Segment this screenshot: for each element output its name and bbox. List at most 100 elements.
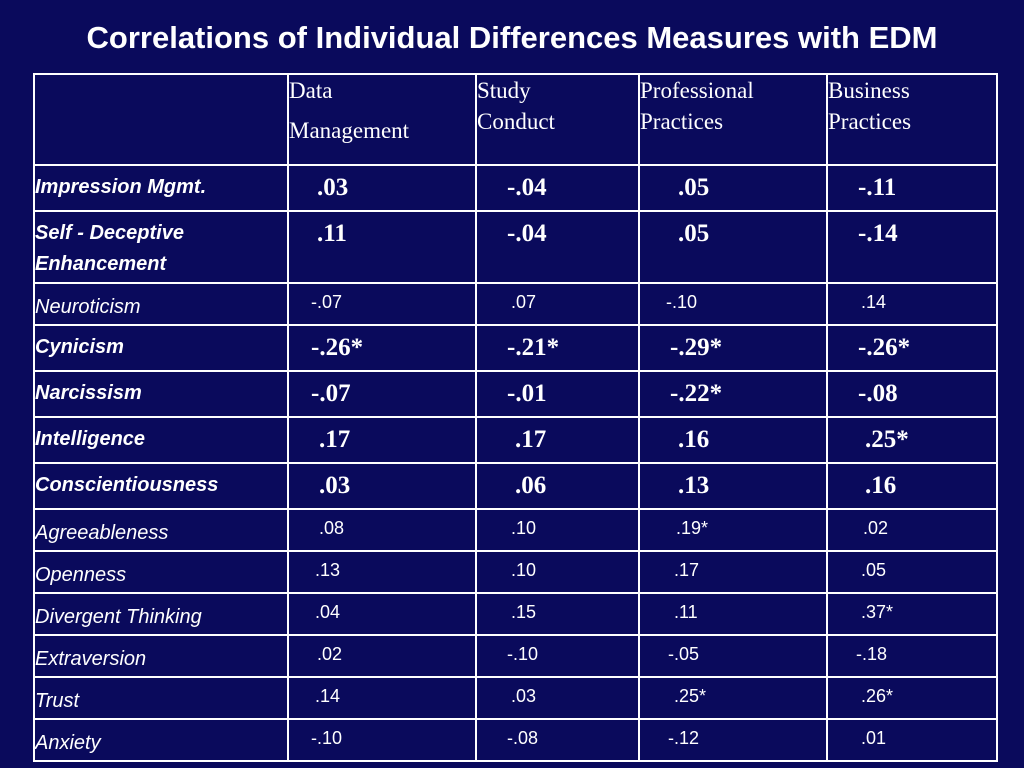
correlation-cell: -.08 — [475, 718, 640, 762]
correlation-cell: -.05 — [638, 634, 828, 678]
correlation-cell: .05 — [638, 210, 828, 284]
correlation-cell: -.22* — [638, 370, 828, 418]
correlation-value: -.18 — [856, 644, 888, 664]
row-label: Self - Deceptive Enhancement — [33, 210, 289, 284]
row-label-line: Self - Deceptive — [35, 222, 184, 244]
correlation-value: -.14 — [858, 220, 898, 247]
table-row: Anxiety -.10 -.08 -.12 .01 — [33, 718, 998, 762]
correlation-cell: .17 — [475, 416, 640, 464]
column-header-line: Professional — [640, 78, 754, 103]
row-label: Impression Mgmt. — [33, 164, 289, 212]
correlation-cell: .16 — [826, 462, 998, 510]
table-row: Extraversion .02 -.10 -.05 -.18 — [33, 634, 998, 678]
correlation-cell: .13 — [287, 550, 477, 594]
correlation-value: .03 — [511, 686, 537, 706]
correlation-value: -.08 — [507, 728, 539, 748]
correlation-value: .02 — [317, 644, 343, 664]
correlation-value: -.08 — [858, 380, 898, 407]
correlation-value: -.07 — [311, 292, 343, 312]
column-header-study-conduct: Study Conduct — [475, 73, 640, 166]
correlation-value: .16 — [865, 472, 897, 499]
correlation-value: .13 — [315, 560, 341, 580]
row-label-line: Extraversion — [35, 648, 147, 670]
correlation-cell: -.07 — [287, 282, 477, 326]
correlation-cell: .14 — [287, 676, 477, 720]
correlation-value: -.26* — [858, 334, 911, 361]
correlation-value: .11 — [317, 220, 347, 247]
correlation-value: .04 — [315, 602, 341, 622]
correlation-table: Data Management Study Conduct Professional… — [33, 73, 998, 762]
correlation-cell: .07 — [475, 282, 640, 326]
correlation-value: .17 — [515, 426, 547, 453]
correlation-value: -.07 — [311, 380, 351, 407]
row-label-line: Anxiety — [35, 732, 101, 754]
correlation-cell: -.29* — [638, 324, 828, 372]
row-label: Agreeableness — [33, 508, 289, 552]
row-label-line: Narcissism — [35, 382, 142, 404]
correlation-value: -.10 — [311, 728, 343, 748]
row-label: Divergent Thinking — [33, 592, 289, 636]
header-row: Data Management Study Conduct Professional… — [33, 73, 998, 166]
column-header-line: Data — [289, 78, 333, 103]
row-label-line: Neuroticism — [35, 296, 141, 318]
table-row: Agreeableness .08 .10 .19* .02 — [33, 508, 998, 552]
correlation-cell: .03 — [475, 676, 640, 720]
correlation-cell: .08 — [287, 508, 477, 552]
column-header-line: Business — [828, 78, 910, 103]
table-row: Intelligence .17 .17 .16 .25* — [33, 416, 998, 464]
correlation-cell: -.10 — [475, 634, 640, 678]
table-row: Narcissism -.07 -.01 -.22* -.08 — [33, 370, 998, 418]
correlation-value: .15 — [511, 602, 537, 622]
correlation-value: .14 — [861, 292, 887, 312]
table-row: Openness .13 .10 .17 .05 — [33, 550, 998, 594]
correlation-value: .10 — [511, 518, 537, 538]
correlation-cell: .05 — [638, 164, 828, 212]
row-label: Trust — [33, 676, 289, 720]
correlation-cell: -.26* — [826, 324, 998, 372]
correlation-value: -.10 — [507, 644, 539, 664]
correlation-value: .05 — [678, 220, 710, 247]
correlation-value: .17 — [319, 426, 351, 453]
row-label-line: Divergent Thinking — [35, 606, 202, 628]
row-label-line: Agreeableness — [35, 522, 169, 544]
correlation-value: -.21* — [507, 334, 560, 361]
row-label: Conscientiousness — [33, 462, 289, 510]
column-header-line: Management — [289, 118, 410, 143]
correlation-cell: -.01 — [475, 370, 640, 418]
correlation-cell: .05 — [826, 550, 998, 594]
column-header-line: Conduct — [477, 109, 555, 134]
correlation-cell: .15 — [475, 592, 640, 636]
table-row: Self - Deceptive Enhancement .11 -.04 .05 -.1… — [33, 210, 998, 284]
table-row: Impression Mgmt. .03 -.04 .05 -.11 — [33, 164, 998, 212]
column-header-line: Practices — [828, 109, 912, 134]
row-label: Neuroticism — [33, 282, 289, 326]
correlation-cell: -.26* — [287, 324, 477, 372]
row-label-line: Conscientiousness — [35, 474, 219, 496]
correlation-cell: .11 — [287, 210, 477, 284]
correlation-value: .11 — [674, 602, 698, 622]
table-row: Divergent Thinking .04 .15 .11 .37* — [33, 592, 998, 636]
correlation-value: .14 — [315, 686, 341, 706]
correlation-cell: .10 — [475, 508, 640, 552]
table-row: Conscientiousness .03 .06 .13 .16 — [33, 462, 998, 510]
correlation-value: .13 — [678, 472, 710, 499]
correlation-value: .05 — [678, 174, 710, 201]
correlation-cell: .01 — [826, 718, 998, 762]
row-label: Intelligence — [33, 416, 289, 464]
row-label: Anxiety — [33, 718, 289, 762]
correlation-value: .01 — [861, 728, 887, 748]
correlation-value: -.04 — [507, 174, 547, 201]
correlation-value: -.01 — [507, 380, 547, 407]
correlation-value: -.26* — [311, 334, 364, 361]
correlation-cell: .13 — [638, 462, 828, 510]
correlation-value: .16 — [678, 426, 710, 453]
correlation-cell: -.10 — [638, 282, 828, 326]
column-header-line: Study — [477, 78, 531, 103]
correlation-cell: .17 — [287, 416, 477, 464]
correlation-value: .05 — [861, 560, 887, 580]
correlation-value: .03 — [319, 472, 351, 499]
table-row: Trust .14 .03 .25* .26* — [33, 676, 998, 720]
correlation-value: .02 — [863, 518, 889, 538]
row-label: Extraversion — [33, 634, 289, 678]
correlation-cell: .03 — [287, 462, 477, 510]
